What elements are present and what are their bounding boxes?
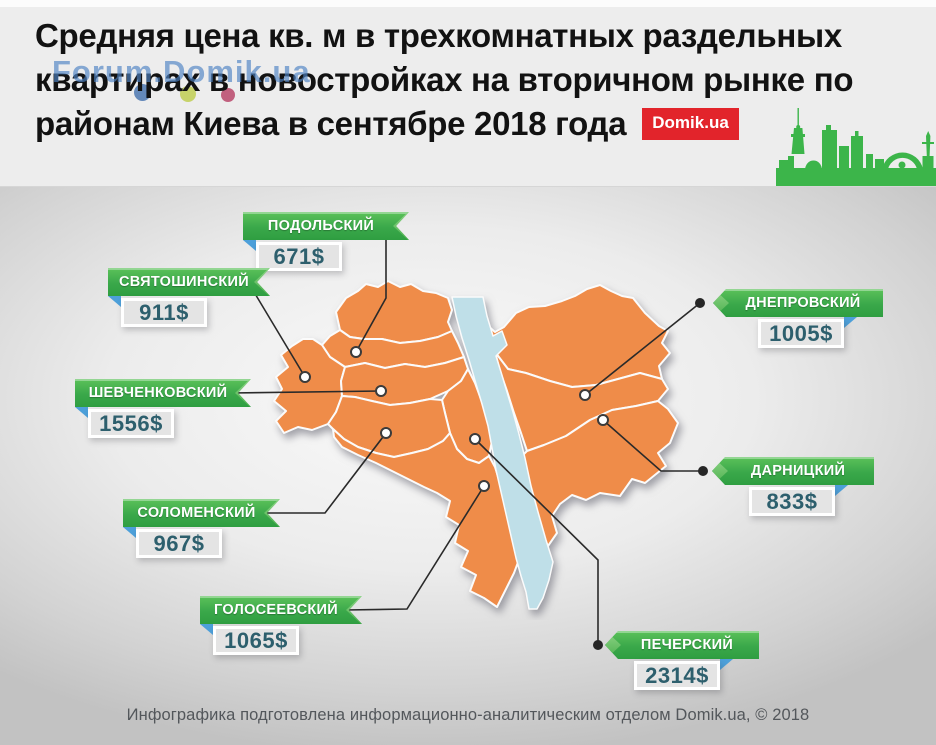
district-price: 967$ bbox=[136, 529, 222, 558]
ribbon-fold-icon bbox=[200, 624, 213, 635]
ribbon-fold-icon bbox=[123, 527, 136, 538]
district-name-ribbon: СОЛОМЕНСКИЙ bbox=[123, 499, 280, 527]
district-name: ПЕЧЕРСКИЙ bbox=[640, 637, 734, 653]
district-name: ГОЛОСЕЕВСКИЙ bbox=[214, 602, 338, 618]
ribbon-fold-icon bbox=[844, 317, 857, 328]
district-price: 911$ bbox=[121, 298, 207, 327]
district-name-ribbon: ПОДОЛЬСКИЙ bbox=[243, 212, 409, 240]
district-price: 1005$ bbox=[758, 319, 844, 348]
district-name: СОЛОМЕНСКИЙ bbox=[137, 505, 256, 521]
ribbon-fold-icon bbox=[108, 296, 121, 307]
header: Средняя цена кв. м в трехкомнатных разде… bbox=[0, 0, 936, 187]
district-shape-goloseevsky bbox=[332, 428, 521, 608]
district-name: СВЯТОШИНСКИЙ bbox=[118, 274, 249, 290]
district-price: 2314$ bbox=[634, 661, 720, 690]
map-area: ПОДОЛЬСКИЙ 671$ СВЯТОШИНСКИЙ 911$ ШЕВЧЕНКОВС… bbox=[0, 187, 936, 745]
district-name-ribbon: ДАРНИЦКИЙ bbox=[712, 457, 874, 485]
district-name: ПОДОЛЬСКИЙ bbox=[267, 218, 375, 234]
district-name: ДНЕПРОВСКИЙ bbox=[745, 295, 861, 311]
district-price: 671$ bbox=[256, 242, 342, 271]
label-point-pechersky bbox=[593, 640, 603, 650]
title-text: Средняя цена кв. м в трехкомнатных разде… bbox=[35, 17, 854, 143]
district-name-ribbon: ДНЕПРОВСКИЙ bbox=[713, 289, 883, 317]
ribbon-fold-icon bbox=[75, 407, 88, 418]
district-name: ШЕВЧЕНКОВСКИЙ bbox=[88, 385, 228, 401]
domik-badge: Domik.ua bbox=[642, 107, 739, 140]
district-name: ДАРНИЦКИЙ bbox=[750, 463, 846, 479]
district-name-ribbon: ШЕВЧЕНКОВСКИЙ bbox=[75, 379, 251, 407]
district-price: 1556$ bbox=[88, 409, 174, 438]
footer-credit: Инфографика подготовлена информационно-а… bbox=[126, 706, 810, 724]
district-name-ribbon: ПЕЧЕРСКИЙ bbox=[605, 631, 759, 659]
ribbon-fold-icon bbox=[720, 659, 733, 670]
watermark-dot-yellow-icon bbox=[180, 86, 196, 102]
district-price: 833$ bbox=[749, 487, 835, 516]
page-title: Средняя цена кв. м в трехкомнатных разде… bbox=[35, 14, 907, 147]
district-shape-obolonsky bbox=[335, 280, 453, 344]
kyiv-skyline-icon bbox=[776, 108, 936, 186]
kyiv-districts-map bbox=[273, 280, 679, 610]
district-name-ribbon: СВЯТОШИНСКИЙ bbox=[108, 268, 270, 296]
ribbon-fold-icon bbox=[243, 240, 256, 251]
district-name-ribbon: ГОЛОСЕЕВСКИЙ bbox=[200, 596, 362, 624]
watermark-dot-red-icon bbox=[221, 88, 235, 102]
watermark-dot-blue-icon bbox=[134, 84, 151, 101]
ribbon-fold-icon bbox=[835, 485, 848, 496]
district-price: 1065$ bbox=[213, 626, 299, 655]
